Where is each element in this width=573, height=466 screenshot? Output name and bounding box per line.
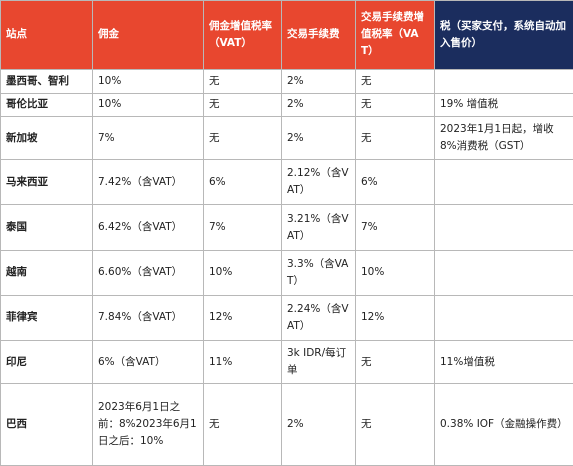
cell-commission-vat: 无: [203, 92, 282, 118]
table-row: 印尼 6%（含VAT） 11% 3k IDR/每订单 无 11%增值税: [0, 340, 573, 385]
cell-site: 泰国: [0, 204, 93, 251]
table-row: 泰国 6.42%（含VAT） 7% 3.21%（含VAT） 7%: [0, 204, 573, 251]
header-txn-fee-vat: 交易手续费增值税率（VAT）: [355, 0, 435, 70]
cell-tax: 19% 增值税: [434, 92, 573, 118]
cell-tax: [434, 294, 573, 342]
header-row: 站点 佣金 佣金增值税率（VAT） 交易手续费 交易手续费增值税率（VAT） 税…: [0, 0, 573, 70]
cell-site: 墨西哥、智利: [0, 68, 93, 94]
table-row: 巴西 2023年6月1日之前：8%2023年6月1日之后：10% 无 2% 无 …: [0, 383, 573, 466]
header-commission-vat: 佣金增值税率（VAT）: [203, 0, 282, 70]
cell-txn-fee: 2%: [281, 116, 356, 161]
header-commission: 佣金: [92, 0, 204, 70]
cell-txn-fee-vat: 无: [355, 68, 435, 94]
cell-tax: [434, 249, 573, 296]
cell-commission-vat: 无: [203, 383, 282, 466]
cell-tax: 0.38% IOF（金融操作费）: [434, 383, 573, 466]
cell-commission: 7.84%（含VAT）: [92, 294, 204, 342]
cell-commission-vat: 10%: [203, 249, 282, 296]
cell-commission-vat: 11%: [203, 340, 282, 385]
cell-txn-fee-vat: 无: [355, 116, 435, 161]
cell-site: 巴西: [0, 383, 93, 466]
cell-txn-fee: 3.21%（含VAT）: [281, 204, 356, 251]
cell-tax: 2023年1月1日起，增收8%消费税（GST）: [434, 116, 573, 161]
cell-tax: [434, 68, 573, 94]
cell-commission: 2023年6月1日之前：8%2023年6月1日之后：10%: [92, 383, 204, 466]
table-row: 墨西哥、智利 10% 无 2% 无: [0, 68, 573, 94]
cell-txn-fee: 3k IDR/每订单: [281, 340, 356, 385]
cell-site: 哥伦比亚: [0, 92, 93, 118]
cell-commission-vat: 无: [203, 68, 282, 94]
cell-txn-fee: 2.12%（含VAT）: [281, 159, 356, 206]
header-tax: 税（买家支付，系统自动加入售价）: [434, 0, 573, 70]
table-row: 哥伦比亚 10% 无 2% 无 19% 增值税: [0, 92, 573, 118]
cell-commission-vat: 12%: [203, 294, 282, 342]
cell-site: 新加坡: [0, 116, 93, 161]
cell-tax: [434, 204, 573, 251]
cell-txn-fee-vat: 10%: [355, 249, 435, 296]
table-row: 越南 6.60%（含VAT） 10% 3.3%（含VAT） 10%: [0, 249, 573, 296]
cell-txn-fee-vat: 无: [355, 92, 435, 118]
cell-txn-fee-vat: 无: [355, 340, 435, 385]
header-site: 站点: [0, 0, 93, 70]
cell-txn-fee-vat: 6%: [355, 159, 435, 206]
table-row: 马来西亚 7.42%（含VAT） 6% 2.12%（含VAT） 6%: [0, 159, 573, 206]
cell-site: 印尼: [0, 340, 93, 385]
cell-txn-fee-vat: 无: [355, 383, 435, 466]
cell-commission: 6.60%（含VAT）: [92, 249, 204, 296]
cell-commission-vat: 无: [203, 116, 282, 161]
cell-txn-fee: 2%: [281, 92, 356, 118]
cell-txn-fee: 2%: [281, 68, 356, 94]
cell-commission: 6.42%（含VAT）: [92, 204, 204, 251]
cell-txn-fee: 2%: [281, 383, 356, 466]
cell-commission: 10%: [92, 68, 204, 94]
cell-commission: 7.42%（含VAT）: [92, 159, 204, 206]
cell-commission: 6%（含VAT）: [92, 340, 204, 385]
cell-txn-fee-vat: 12%: [355, 294, 435, 342]
header-txn-fee: 交易手续费: [281, 0, 356, 70]
cell-site: 菲律宾: [0, 294, 93, 342]
cell-txn-fee-vat: 7%: [355, 204, 435, 251]
cell-site: 越南: [0, 249, 93, 296]
cell-txn-fee: 3.3%（含VAT）: [281, 249, 356, 296]
cell-tax: 11%增值税: [434, 340, 573, 385]
cell-txn-fee: 2.24%（含VAT）: [281, 294, 356, 342]
cell-commission: 10%: [92, 92, 204, 118]
cell-tax: [434, 159, 573, 206]
table-row: 新加坡 7% 无 2% 无 2023年1月1日起，增收8%消费税（GST）: [0, 116, 573, 161]
cell-site: 马来西亚: [0, 159, 93, 206]
cell-commission-vat: 6%: [203, 159, 282, 206]
table-row: 菲律宾 7.84%（含VAT） 12% 2.24%（含VAT） 12%: [0, 294, 573, 342]
cell-commission: 7%: [92, 116, 204, 161]
cell-commission-vat: 7%: [203, 204, 282, 251]
